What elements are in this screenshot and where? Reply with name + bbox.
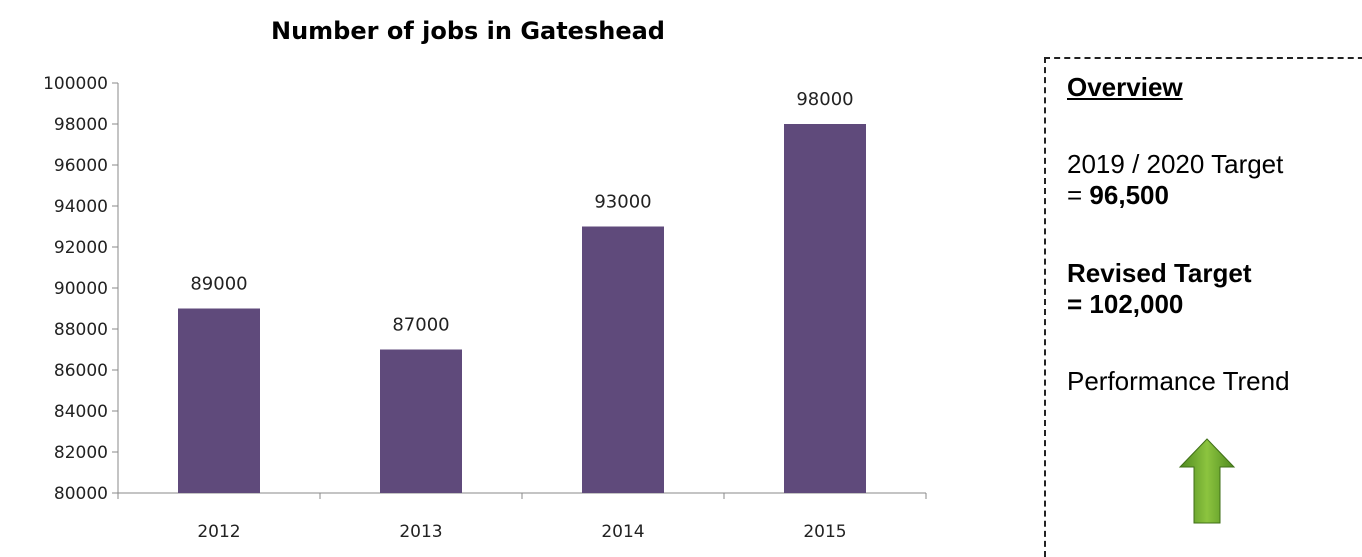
y-tick-label: 94000 — [54, 197, 108, 217]
data-label: 98000 — [796, 89, 853, 110]
target-line: = 96,500 — [1067, 180, 1283, 211]
data-label: 93000 — [594, 192, 651, 213]
y-tick-label: 92000 — [54, 238, 108, 258]
target-equals: = — [1067, 180, 1090, 210]
plot-area: 80000 82000 84000 86000 88000 90000 92000 94000… — [43, 74, 927, 542]
y-tick-label: 84000 — [54, 402, 108, 422]
overview-panel: Overview 2019 / 2020 Target = 96,500 Rev… — [1044, 57, 1362, 557]
x-tick-label: 2015 — [803, 522, 846, 542]
y-tick-label: 80000 — [54, 484, 108, 504]
y-tick-label: 82000 — [54, 443, 108, 463]
target-value: 96,500 — [1089, 180, 1169, 210]
y-tick-label: 88000 — [54, 320, 108, 340]
bar — [784, 124, 866, 493]
y-tick-label: 100000 — [43, 74, 108, 94]
target-label: 2019 / 2020 Target — [1067, 149, 1284, 179]
bar — [582, 226, 664, 493]
up-arrow-icon — [1178, 438, 1236, 524]
y-tick-label: 96000 — [54, 156, 108, 176]
overview-heading: Overview — [1067, 72, 1183, 102]
revised-target: Revised Target = 102,000 — [1067, 258, 1251, 320]
performance-trend-label: Performance Trend — [1067, 366, 1290, 396]
y-tick-label: 90000 — [54, 279, 108, 299]
bar-chart: Number of jobs in Gateshead 80000 82000 84… — [43, 17, 927, 542]
revised-target-value: = 102,000 — [1067, 289, 1184, 319]
x-tick-label: 2014 — [601, 522, 644, 542]
data-label: 89000 — [190, 274, 247, 295]
target-text: 2019 / 2020 Target = 96,500 — [1067, 149, 1283, 211]
bar — [380, 349, 462, 493]
chart-title: Number of jobs in Gateshead — [271, 17, 665, 45]
revised-target-label: Revised Target — [1067, 258, 1252, 288]
y-tick-label: 98000 — [54, 115, 108, 135]
x-tick-label: 2012 — [197, 522, 240, 542]
x-tick-label: 2013 — [399, 522, 442, 542]
data-label: 87000 — [392, 315, 449, 336]
bar — [178, 308, 260, 493]
y-tick-label: 86000 — [54, 361, 108, 381]
